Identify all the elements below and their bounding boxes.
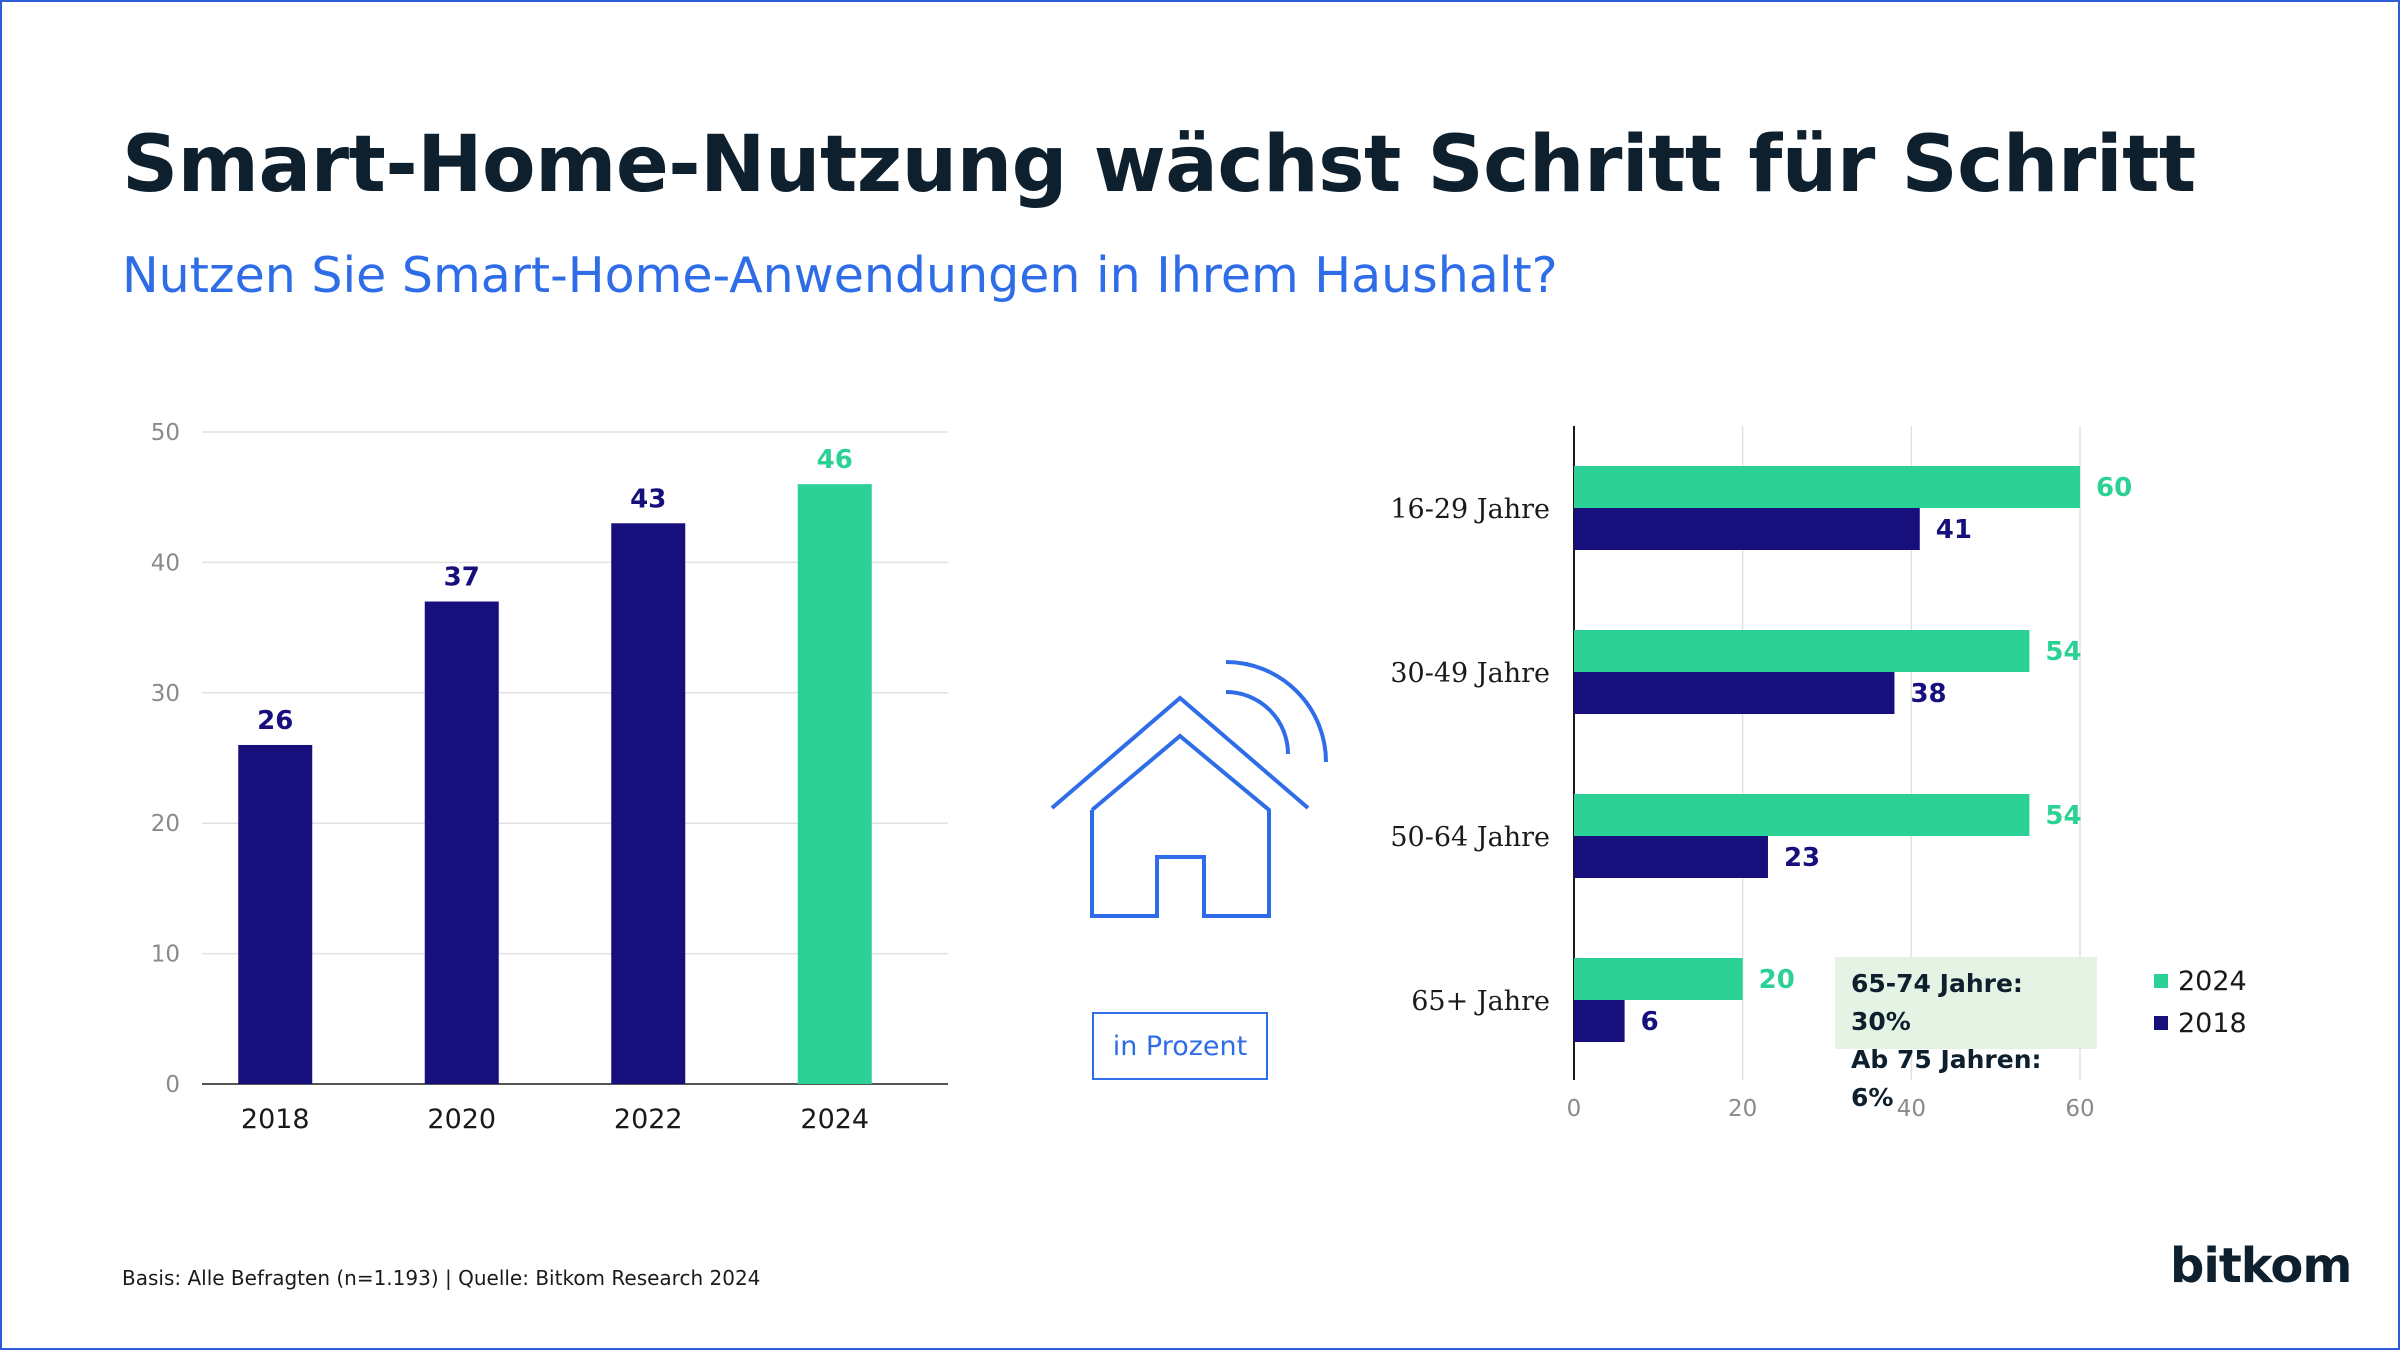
- x-tick-label: 2020: [427, 1104, 496, 1135]
- category-label: 65+ Jahre: [1411, 986, 1550, 1017]
- page-subtitle: Nutzen Sie Smart-Home-Anwendungen in Ihr…: [122, 247, 1558, 304]
- bar-2024: [1574, 466, 2080, 508]
- bar-value-label: 54: [2045, 801, 2081, 831]
- bar-2024: [1574, 630, 2030, 672]
- bar-value-label: 37: [444, 563, 480, 593]
- y-tick-label: 20: [151, 811, 180, 837]
- legend: 2024 2018: [2154, 960, 2247, 1044]
- x-tick-label: 60: [2065, 1096, 2094, 1122]
- year-bar-chart: 0 10 20 30 40 50 26 2018 37 2020 43 2022 46 2024: [151, 420, 948, 1135]
- age-group-bar-chart: 0 20 40 60 60 41 16-29 Jahre 54 38 30-49 Jahre 54 2…: [1390, 426, 2132, 1122]
- legend-label-2018: 2018: [2178, 1007, 2247, 1039]
- age-note: 65-74 Jahre: 30% Ab 75 Jahren: 6%: [1835, 957, 2097, 1112]
- x-tick-label: 40: [1897, 1096, 1926, 1122]
- bar: [611, 523, 686, 1084]
- bar-value-label: 41: [1936, 515, 1972, 545]
- y-tick-label: 50: [151, 420, 180, 446]
- bar-value-label: 54: [2045, 637, 2081, 667]
- x-tick-label: 2024: [800, 1104, 869, 1135]
- bar: [797, 484, 872, 1084]
- bar-2018: [1574, 836, 1768, 878]
- bar-2024: [1574, 794, 2030, 836]
- y-tick-label: 30: [151, 681, 180, 707]
- bar-value-label: 23: [1784, 843, 1820, 873]
- bar-value-label: 6: [1641, 1007, 1659, 1037]
- bar-value-label: 20: [1759, 965, 1795, 995]
- bar-2018: [1574, 672, 1895, 714]
- source-footer: Basis: Alle Befragten (n=1.193) | Quelle…: [122, 1266, 761, 1290]
- unit-label: in Prozent: [1092, 1012, 1268, 1080]
- bar-value-label: 60: [2096, 473, 2132, 503]
- smart-home-icon: [1050, 660, 1328, 918]
- x-tick-label: 20: [1728, 1096, 1757, 1122]
- bar-value-label: 38: [1910, 679, 1946, 709]
- bar-2018: [1574, 1000, 1625, 1042]
- category-label: 30-49 Jahre: [1390, 658, 1550, 689]
- category-label: 16-29 Jahre: [1390, 494, 1550, 525]
- y-tick-label: 10: [151, 942, 180, 968]
- legend-swatch-2024: [2154, 974, 2168, 988]
- note-line-1: 65-74 Jahre: 30%: [1851, 969, 2023, 1036]
- bar: [238, 744, 313, 1084]
- bar-2018: [1574, 508, 1920, 550]
- page-title: Smart-Home-Nutzung wächst Schritt für Sc…: [122, 120, 2196, 210]
- bar-value-label: 26: [257, 706, 293, 736]
- legend-label-2024: 2024: [2178, 965, 2247, 997]
- bitkom-logo: bitkom: [2170, 1238, 2352, 1294]
- legend-swatch-2018: [2154, 1016, 2168, 1030]
- y-tick-label: 40: [151, 550, 180, 576]
- bar: [424, 601, 499, 1084]
- bar-value-label: 46: [817, 445, 853, 475]
- x-tick-label: 2022: [614, 1104, 683, 1135]
- note-line-2: Ab 75 Jahren: 6%: [1851, 1045, 2042, 1112]
- y-tick-label: 0: [165, 1072, 180, 1098]
- bar-value-label: 43: [630, 484, 666, 514]
- legend-item-2024: 2024: [2154, 960, 2247, 1002]
- category-label: 50-64 Jahre: [1390, 822, 1550, 853]
- x-tick-label: 0: [1567, 1096, 1582, 1122]
- legend-item-2018: 2018: [2154, 1002, 2247, 1044]
- bar-2024: [1574, 958, 1743, 1000]
- x-tick-label: 2018: [241, 1104, 310, 1135]
